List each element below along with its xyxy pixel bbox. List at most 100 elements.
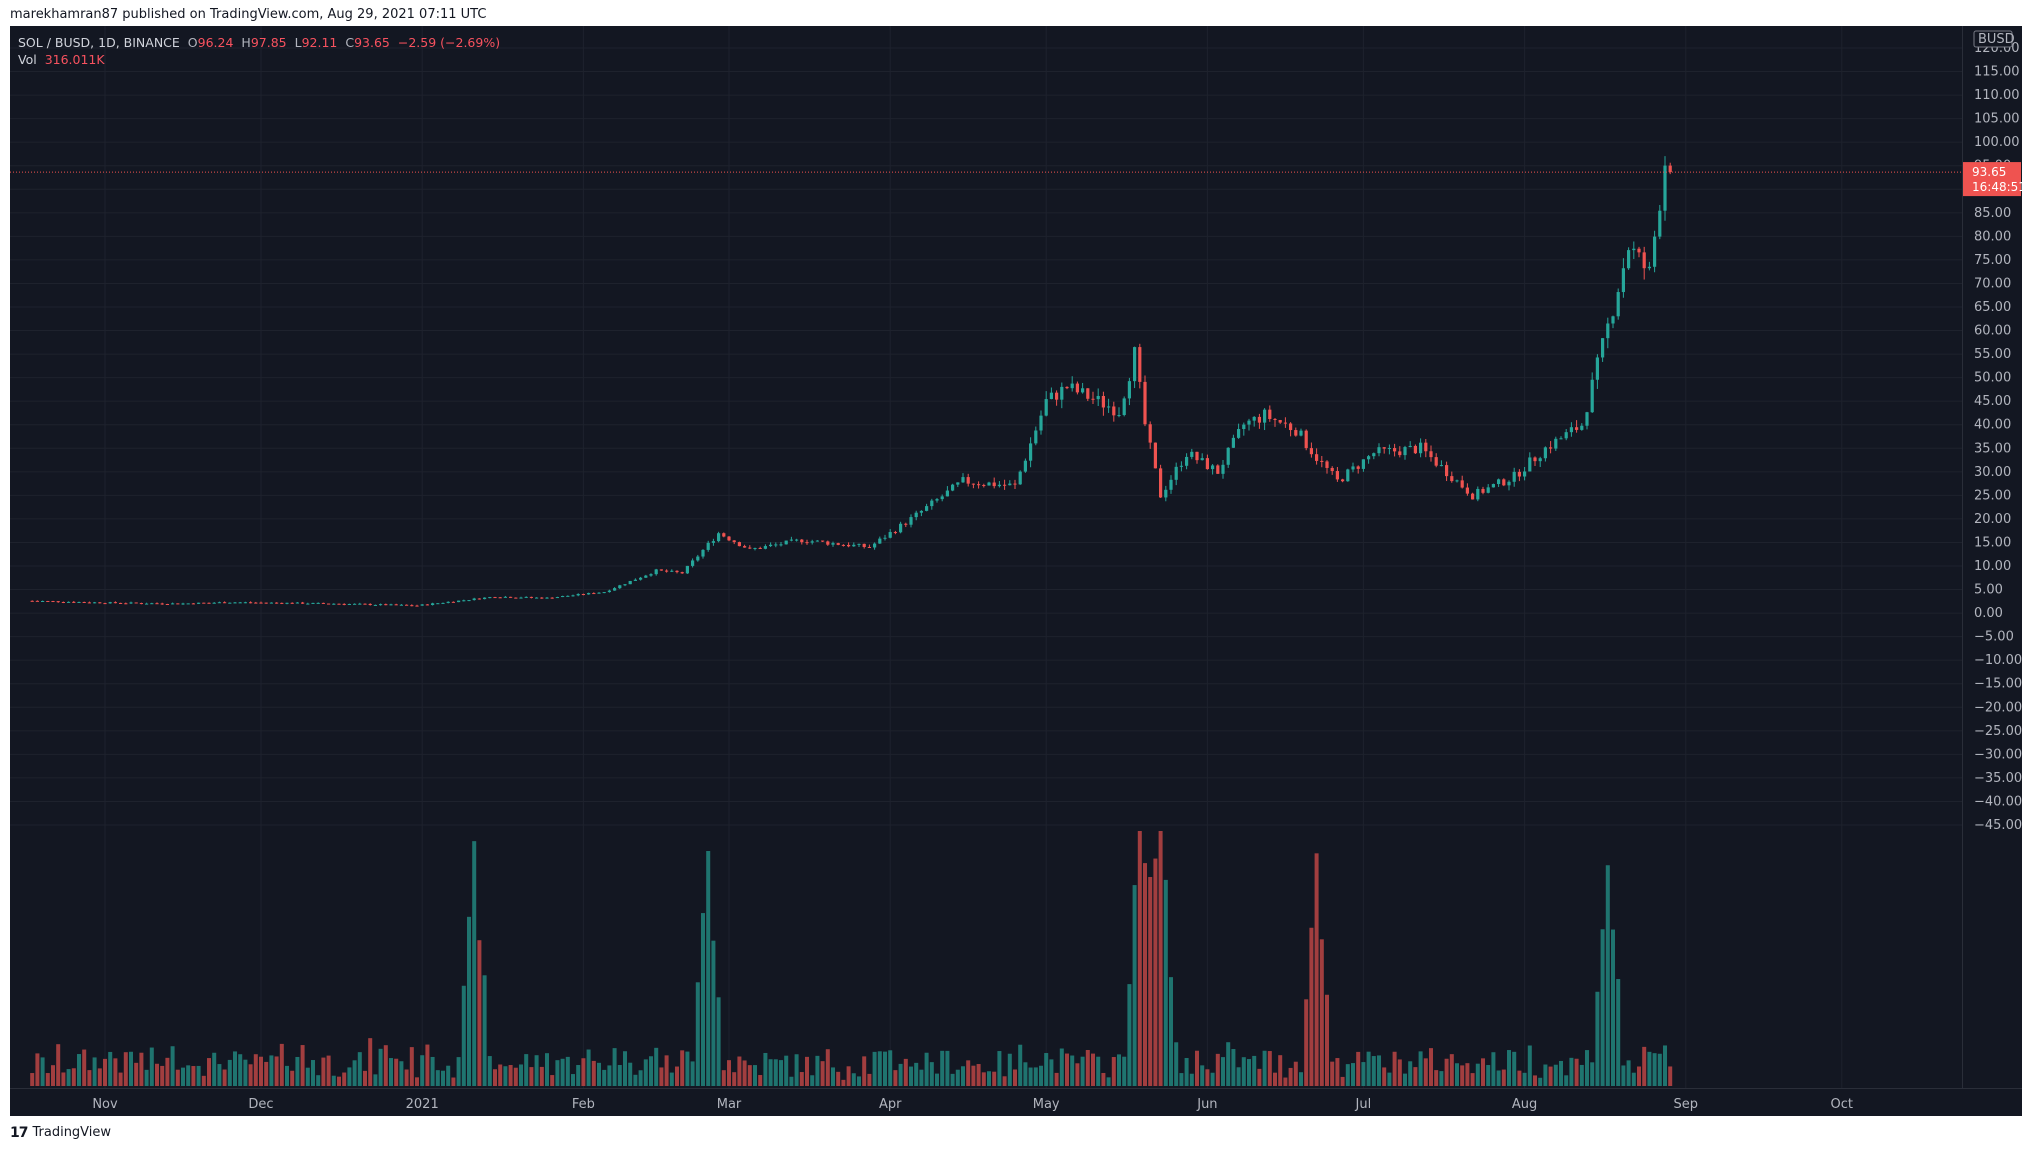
candle-body[interactable] [1393,448,1397,452]
candle-body[interactable] [337,603,341,605]
candle-body[interactable] [618,585,622,589]
candle-body[interactable] [467,600,471,602]
candle-body[interactable] [1517,471,1521,477]
candle-body[interactable] [301,602,305,604]
candle-body[interactable] [1252,416,1256,421]
candle-body[interactable] [1122,398,1126,416]
candle-body[interactable] [540,597,544,599]
candle-body[interactable] [722,533,726,537]
candle-body[interactable] [1034,430,1038,444]
candle-body[interactable] [1497,479,1501,485]
candle-body[interactable] [587,593,591,595]
candle-body[interactable] [483,597,487,600]
candle-body[interactable] [961,477,965,483]
candle-body[interactable] [1502,479,1506,486]
candle-body[interactable] [191,603,195,605]
candle-body[interactable] [1564,432,1568,439]
candle-body[interactable] [1439,465,1443,467]
candle-body[interactable] [165,604,169,606]
candle-body[interactable] [446,601,450,603]
candle-body[interactable] [1335,471,1339,480]
candle-body[interactable] [524,596,528,598]
candle-body[interactable] [836,543,840,545]
candle-body[interactable] [691,560,695,566]
candle-body[interactable] [514,597,518,599]
candle-body[interactable] [1003,484,1007,486]
candle-body[interactable] [1590,379,1594,413]
candle-body[interactable] [1445,465,1449,477]
candle-body[interactable] [1616,292,1620,317]
candle-body[interactable] [1065,386,1069,389]
candle-body[interactable] [883,537,887,539]
candle-body[interactable] [441,602,445,604]
candle-body[interactable] [1185,456,1189,466]
candle-body[interactable] [306,603,310,605]
symbol-label[interactable]: SOL / BUSD, 1D, BINANCE [18,35,180,50]
candle-body[interactable] [529,596,533,598]
candle-body[interactable] [613,588,617,591]
candle-body[interactable] [451,601,455,603]
candle-body[interactable] [342,603,346,605]
candle-body[interactable] [769,544,773,547]
candle-body[interactable] [347,603,351,605]
candle-body[interactable] [1434,457,1438,466]
candle-body[interactable] [1543,447,1547,459]
candle-body[interactable] [977,484,981,486]
candle-body[interactable] [197,602,201,604]
candle-body[interactable] [41,600,45,602]
candle-body[interactable] [457,600,461,603]
candle-body[interactable] [46,600,50,602]
candle-body[interactable] [1143,381,1147,425]
candle-body[interactable] [1164,489,1168,498]
candle-body[interactable] [1070,383,1074,389]
candle-body[interactable] [659,569,663,571]
candle-body[interactable] [1112,406,1116,416]
candle-body[interactable] [566,595,570,597]
candle-body[interactable] [628,580,632,585]
candle-body[interactable] [857,543,861,545]
candle-body[interactable] [290,602,294,604]
candle-body[interactable] [1450,476,1454,482]
candle-body[interactable] [1538,458,1542,462]
candle-body[interactable] [1507,481,1511,486]
volume-key[interactable]: Vol [18,52,37,67]
candle-body[interactable] [1476,488,1480,500]
candle-body[interactable] [223,602,227,604]
candle-body[interactable] [1190,451,1194,457]
candle-body[interactable] [373,604,377,606]
candle-body[interactable] [1221,464,1225,474]
candle-body[interactable] [654,569,658,575]
candle-body[interactable] [1632,248,1636,251]
candle-body[interactable] [873,543,877,548]
candle-body[interactable] [1460,480,1464,488]
candle-body[interactable] [1231,437,1235,448]
candle-body[interactable] [1382,447,1386,449]
candle-body[interactable] [1653,236,1657,267]
candle-body[interactable] [212,602,216,604]
candle-body[interactable] [1060,386,1064,400]
candle-body[interactable] [706,542,710,550]
candle-body[interactable] [550,597,554,599]
candle-body[interactable] [581,594,585,596]
candle-body[interactable] [1429,451,1433,458]
candle-body[interactable] [909,517,913,525]
candle-body[interactable] [1247,420,1251,425]
candle-body[interactable] [254,602,258,604]
candle-body[interactable] [727,536,731,541]
candle-body[interactable] [1096,395,1100,400]
candle-body[interactable] [899,523,903,533]
candle-body[interactable] [639,577,643,580]
candle-body[interactable] [72,601,76,603]
candle-body[interactable] [1018,471,1022,485]
candle-body[interactable] [207,602,211,604]
candle-body[interactable] [826,541,830,545]
candle-body[interactable] [1341,479,1345,482]
candle-body[interactable] [1315,454,1319,461]
candle-body[interactable] [56,601,60,603]
candle-body[interactable] [1195,451,1199,461]
candle-body[interactable] [685,565,689,574]
candle-body[interactable] [295,602,299,604]
candle-body[interactable] [93,602,97,604]
candle-body[interactable] [971,483,975,485]
candle-body[interactable] [67,601,71,603]
